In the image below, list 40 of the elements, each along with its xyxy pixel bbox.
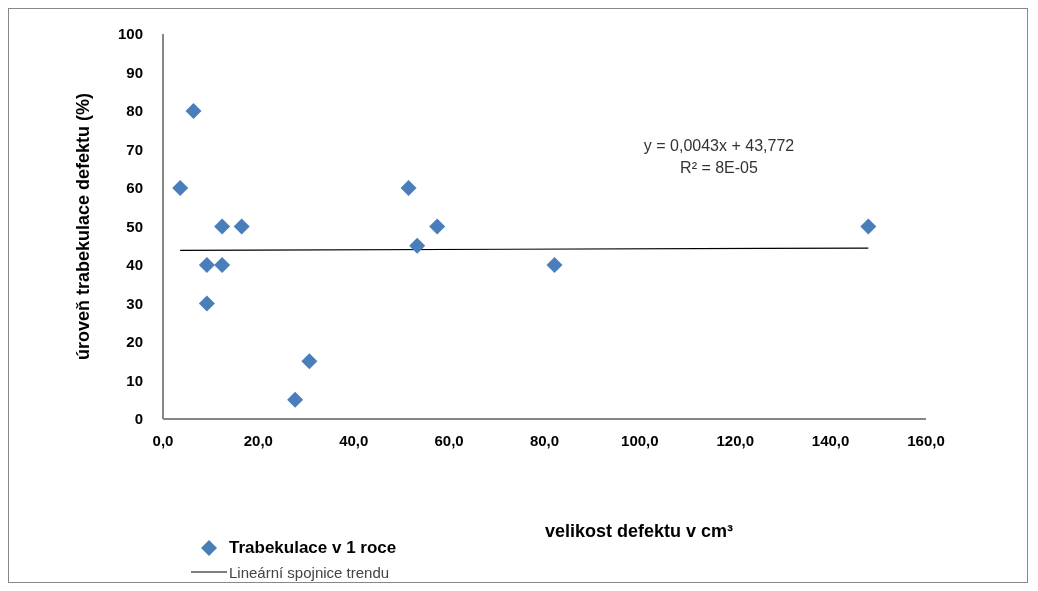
- y-tick-label: 50: [126, 217, 143, 235]
- point: [860, 218, 877, 235]
- x-tick-label: 100,0: [621, 431, 659, 449]
- point: [185, 103, 202, 119]
- x-axis-title: velikost defektu v cm³: [545, 521, 734, 542]
- x-tick-label: 160,0: [907, 431, 945, 449]
- y-tick-label: 80: [126, 102, 143, 120]
- y-tick-label: 40: [126, 256, 143, 274]
- legend-label: Lineární spojnice trendu: [229, 563, 390, 581]
- y-tick-label: 0: [134, 410, 143, 428]
- point: [198, 257, 215, 273]
- y-tick-label: 60: [126, 179, 143, 197]
- annotation: y = 0,0043x + 43,772: [642, 136, 796, 156]
- point: [198, 295, 215, 312]
- y-tick-label: 70: [126, 140, 143, 158]
- y-axis-title: úroveň trabekulace defektu (%): [73, 92, 94, 361]
- point: [546, 257, 563, 273]
- y-tick-label: 20: [126, 333, 143, 351]
- y-tick-label: 30: [126, 294, 143, 312]
- y-tick-label: 100: [117, 25, 143, 43]
- point: [429, 218, 446, 235]
- x-tick-label: 40,0: [339, 431, 369, 449]
- x-tick-label: 20,0: [243, 431, 273, 449]
- y-tick-label: 10: [126, 371, 143, 389]
- x-tick-label: 120,0: [716, 431, 755, 449]
- x-tick-label: 60,0: [434, 431, 464, 449]
- point: [409, 237, 426, 254]
- point: [172, 180, 189, 196]
- point: [287, 391, 304, 408]
- point: [400, 180, 417, 196]
- annotation: R² = 8E-05: [679, 158, 759, 178]
- point: [233, 218, 250, 235]
- y-tick-label: 90: [126, 63, 143, 81]
- x-tick-label: 0,0: [152, 431, 174, 449]
- point: [214, 218, 231, 235]
- x-tick-label: 140,0: [811, 431, 850, 449]
- x-tick-label: 80,0: [529, 431, 560, 449]
- point: [301, 353, 318, 370]
- legend-label: Trabekulace v 1 roce: [229, 538, 397, 558]
- point: [214, 257, 231, 273]
